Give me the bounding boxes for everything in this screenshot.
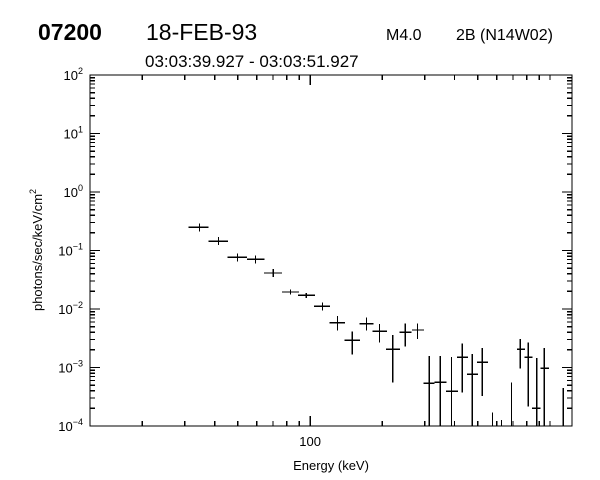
x-tick-labels: 100	[299, 434, 321, 449]
y-tick-exponent: 2	[78, 66, 83, 76]
x-axis-label: Energy (keV)	[293, 458, 369, 473]
y-tick-base: 10	[58, 302, 72, 317]
y-tick-base: 10	[58, 244, 72, 259]
data-point	[246, 255, 265, 264]
y-tick-base: 10	[64, 127, 78, 142]
data-point	[227, 253, 247, 262]
data-point	[540, 348, 549, 426]
y-tick-base: 10	[64, 68, 78, 83]
y-tick-exponent: 1	[78, 125, 83, 135]
y-tick-label: 10−2	[58, 300, 83, 317]
data-point	[281, 289, 299, 295]
event-date: 18-FEB-93	[146, 19, 257, 45]
data-point	[445, 357, 459, 426]
y-axis-label-exponent: 2	[28, 189, 38, 194]
data-point	[411, 323, 424, 339]
y-tick-label: 100	[64, 183, 83, 200]
data-point	[456, 343, 469, 393]
data-point	[532, 358, 541, 426]
data-point	[466, 354, 479, 426]
data-point	[297, 292, 315, 298]
data-point	[517, 339, 526, 369]
data-point	[372, 324, 387, 343]
plot-frame	[89, 74, 573, 427]
data-point	[208, 237, 228, 246]
y-tick-exponent: −3	[73, 359, 83, 369]
data-point	[434, 356, 447, 426]
y-tick-base: 10	[58, 419, 72, 434]
y-tick-base: 10	[64, 185, 78, 200]
data-point	[386, 334, 401, 383]
data-point	[399, 323, 412, 347]
data-points	[188, 223, 564, 426]
y-tick-label: 10−4	[58, 417, 83, 434]
data-point	[314, 302, 331, 311]
y-tick-label: 10−3	[58, 359, 83, 376]
y-tick-exponent: −1	[73, 242, 83, 252]
y-tick-label: 102	[64, 66, 83, 83]
data-point	[329, 316, 346, 331]
y-axis-label: photons/sec/keV/cm2	[28, 189, 45, 311]
y-tick-label: 101	[64, 125, 83, 142]
data-point	[476, 348, 488, 396]
axis-ticks	[90, 74, 572, 427]
optical-class: 2B (N14W02)	[456, 27, 553, 44]
y-tick-label: 10−1	[58, 242, 83, 259]
data-point	[423, 356, 435, 426]
data-point	[264, 269, 283, 278]
data-point	[359, 317, 374, 331]
y-tick-exponent: 0	[78, 183, 83, 193]
y-tick-exponent: −4	[73, 417, 83, 427]
goes-class: M4.0	[386, 27, 422, 44]
event-id: 07200	[38, 19, 102, 45]
time-range: 03:03:39.927 - 03:03:51.927	[145, 52, 359, 71]
data-point	[188, 223, 209, 232]
y-tick-base: 10	[58, 361, 72, 376]
x-tick-label: 100	[299, 434, 321, 449]
y-axis-label-text: photons/sec/keV/cm	[30, 194, 45, 311]
data-point	[524, 342, 533, 407]
y-tick-exponent: −2	[73, 300, 83, 310]
data-point	[344, 331, 361, 355]
